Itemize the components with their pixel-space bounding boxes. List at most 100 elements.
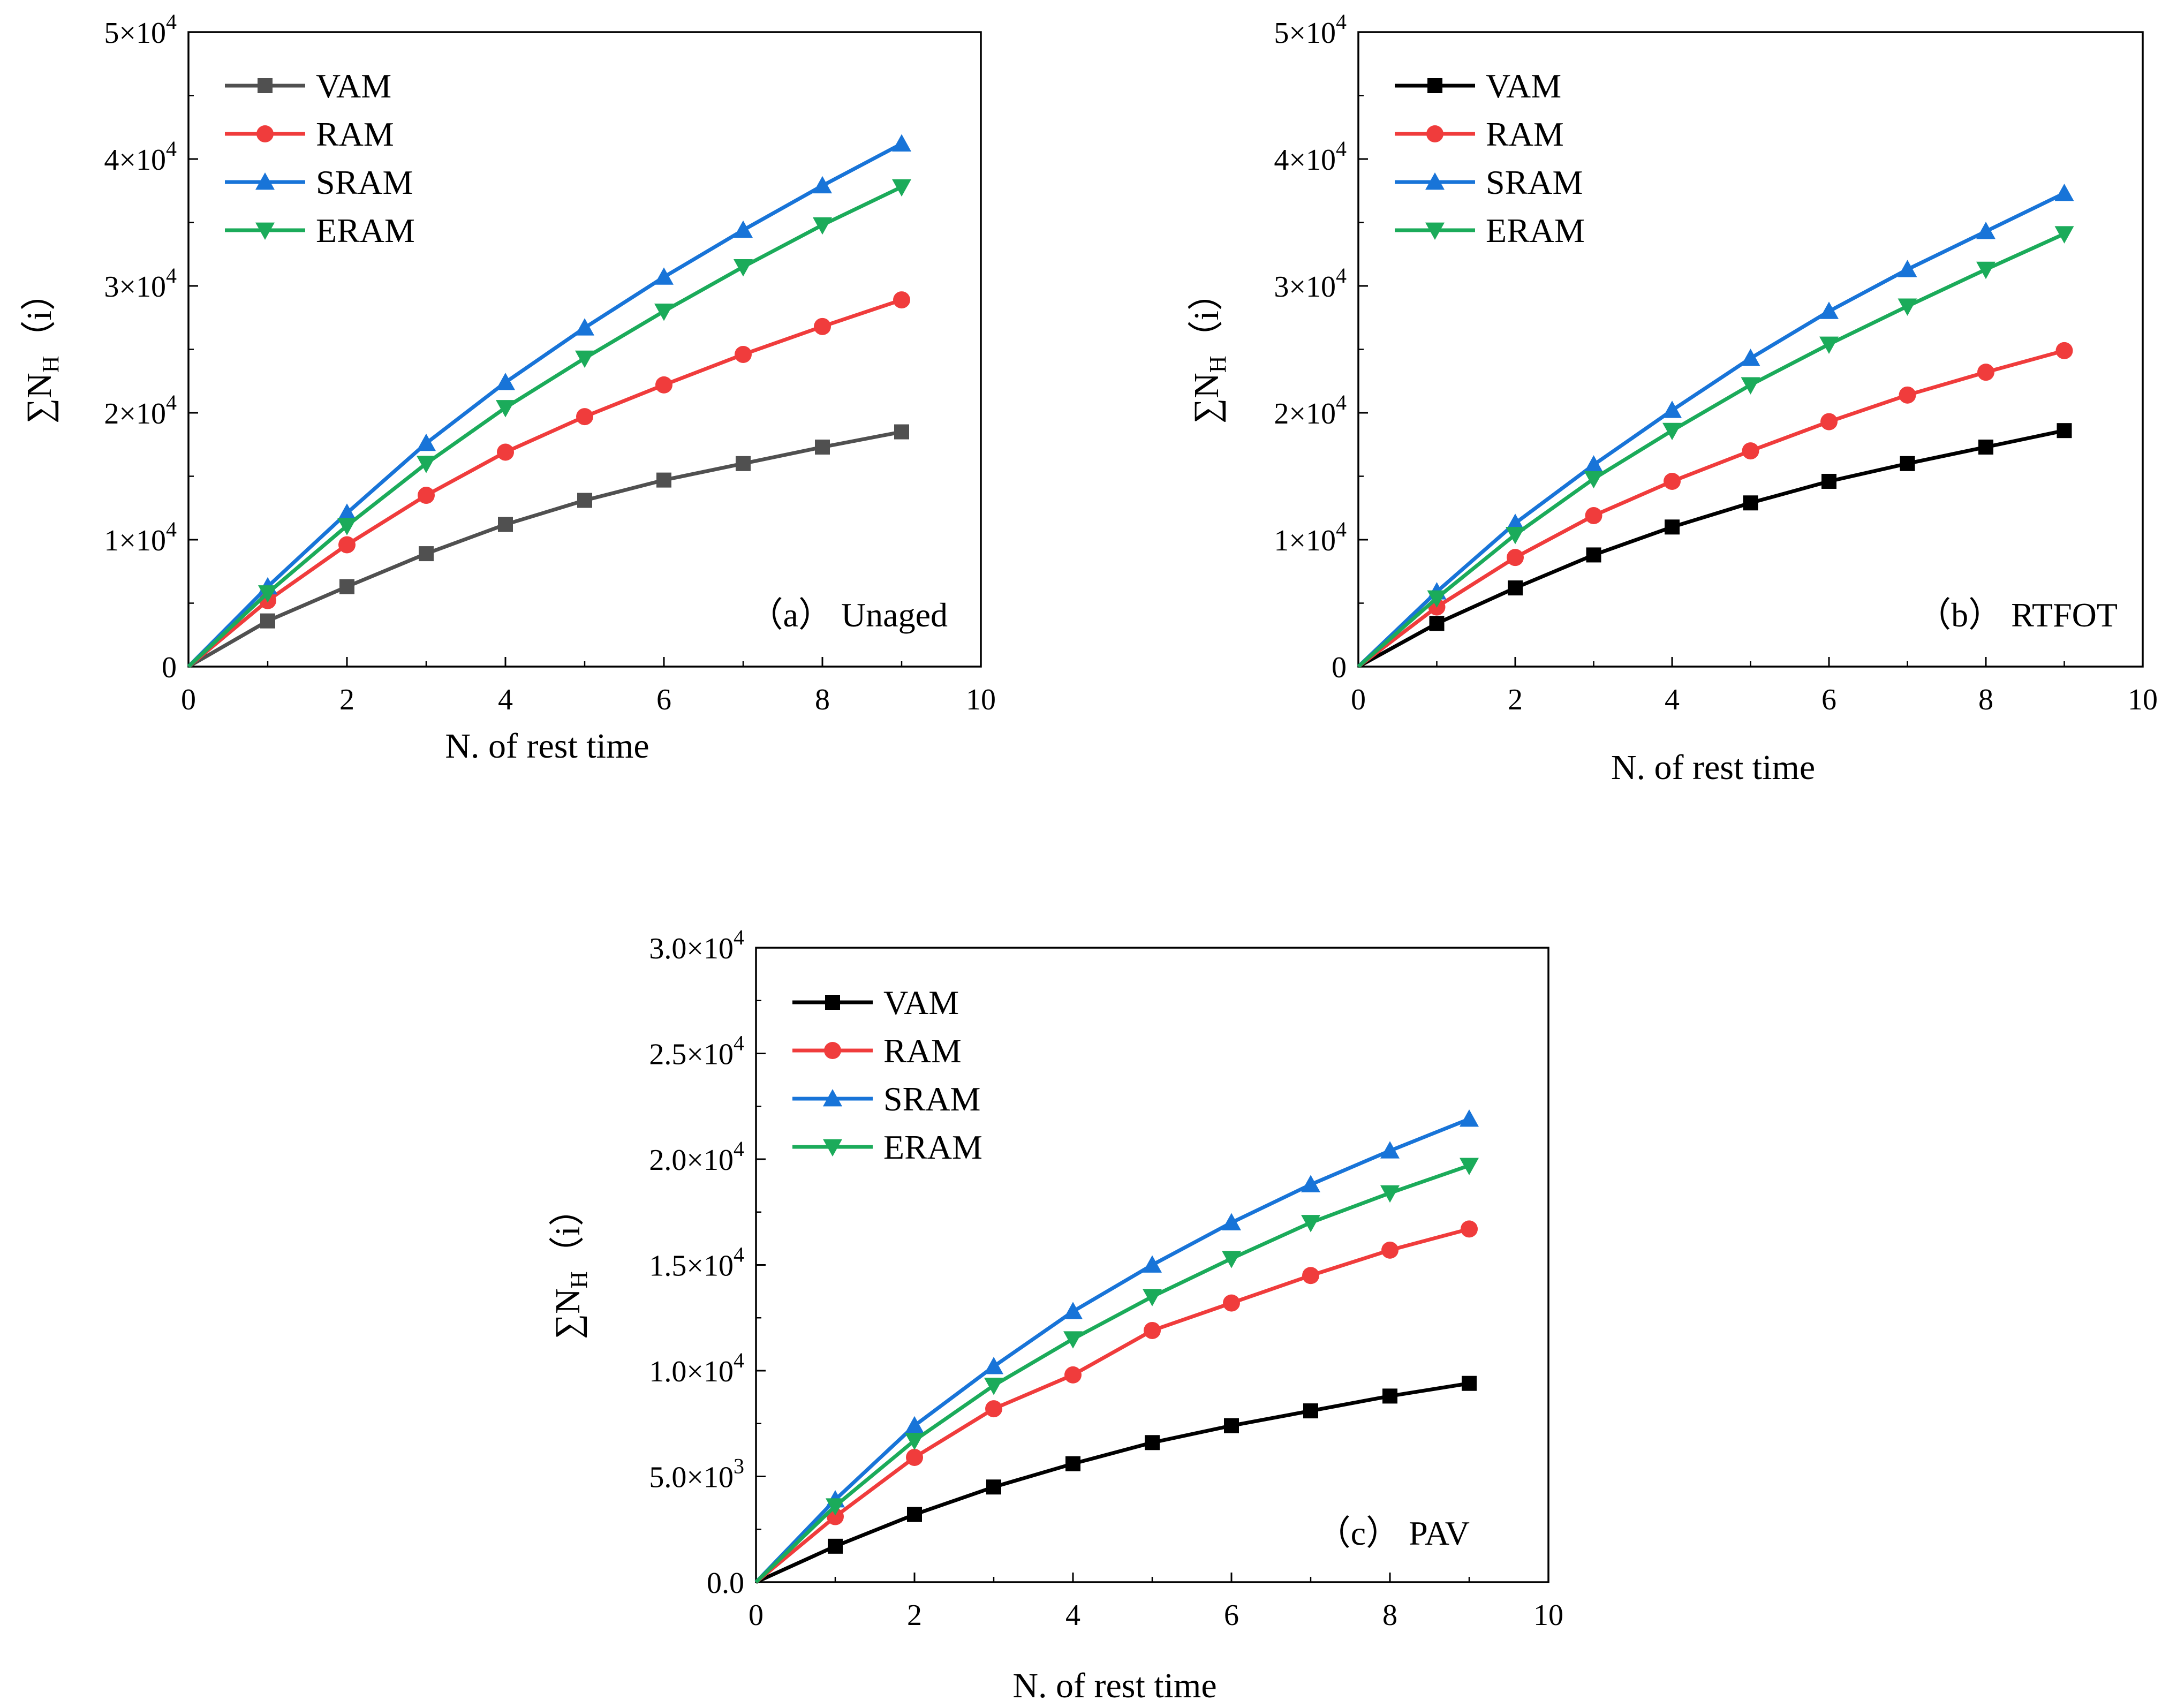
y-tick-label: 5×104 [104, 10, 177, 50]
y-tick-label: 5×104 [1274, 10, 1347, 50]
series-line-sram [1357, 191, 2066, 668]
y-tick-exp: 4 [1336, 137, 1347, 161]
data-point-ram [1585, 507, 1602, 524]
data-point-sram [813, 176, 832, 194]
data-point-sram [1584, 455, 1604, 473]
data-point-sram [1741, 349, 1760, 366]
data-point-eram [905, 1432, 924, 1450]
legend: VAM RAM SRAM ERAM [792, 984, 982, 1166]
data-point-eram [734, 259, 753, 277]
x-tick-label: 0 [181, 683, 196, 716]
data-point-sram [1222, 1213, 1241, 1230]
data-point-sram [905, 1416, 924, 1434]
y-tick-exp: 4 [1336, 263, 1347, 288]
x-tick-label: 0 [1351, 683, 1366, 716]
data-point-vam [1821, 473, 1836, 489]
y-tick-label: 1×104 [1274, 517, 1347, 557]
y-axis-label-prefix: ∑N [20, 373, 59, 424]
y-tick-label: 0 [1332, 651, 1347, 684]
series-vam [755, 1376, 1477, 1584]
data-point-eram [1222, 1251, 1241, 1268]
data-point-ram [893, 291, 910, 309]
legend-marker-vam [258, 78, 273, 93]
data-point-eram [1662, 422, 1682, 441]
y-tick-base: 2×10 [104, 397, 166, 430]
data-point-sram [1143, 1255, 1162, 1273]
legend-label: VAM [316, 67, 391, 105]
legend-label: SRAM [316, 163, 413, 201]
data-point-vam [1382, 1388, 1397, 1404]
data-point-vam [1429, 616, 1445, 631]
series-sram [187, 134, 911, 668]
y-tick-exp: 3 [734, 1454, 744, 1478]
series-vam [1357, 423, 2072, 669]
y-tick-label: 3.0×104 [649, 925, 744, 965]
data-point-ram [1144, 1321, 1161, 1339]
data-point-eram [1427, 590, 1447, 608]
series-ram [187, 291, 910, 668]
data-point-eram [337, 518, 357, 535]
data-point-vam [419, 546, 434, 562]
y-tick-base: 2×10 [1274, 397, 1336, 430]
panel-label: （b） RTFOT [1917, 596, 2118, 634]
y-axis-label-sub: H [566, 1271, 592, 1288]
x-tick-label: 10 [1533, 1599, 1563, 1632]
data-point-sram [1976, 222, 1995, 239]
x-tick-label: 6 [1224, 1599, 1239, 1632]
data-point-eram [984, 1378, 1003, 1395]
series-vam [187, 424, 909, 669]
legend-marker-ram [824, 1042, 841, 1059]
x-axis-label: N. of rest time [445, 727, 649, 766]
data-point-ram [906, 1448, 923, 1466]
legend-marker-ram [256, 125, 274, 142]
legend: VAM RAM SRAM ERAM [225, 67, 415, 250]
data-point-ram [497, 443, 514, 461]
data-point-vam [736, 456, 751, 471]
y-tick-label: 2×104 [104, 390, 177, 430]
series-line-eram [187, 185, 903, 668]
data-point-eram [1741, 377, 1760, 395]
data-point-vam [1303, 1403, 1318, 1419]
data-point-sram [1063, 1302, 1083, 1319]
series-eram [754, 1158, 1479, 1584]
data-point-vam [1743, 495, 1758, 511]
x-tick-label: 0 [749, 1599, 764, 1632]
series-line-vam [1357, 428, 2065, 669]
series-line-ram [754, 1227, 1470, 1584]
x-tick-label: 4 [1065, 1599, 1080, 1632]
data-point-eram [813, 217, 832, 235]
y-tick-base: 0 [162, 651, 177, 684]
data-point-ram [1899, 386, 1916, 404]
series-ram [754, 1220, 1478, 1584]
y-tick-base: 3.0×10 [649, 932, 734, 965]
data-point-eram [1143, 1289, 1162, 1306]
data-point-eram [1506, 527, 1525, 545]
series-line-vam [755, 1381, 1470, 1584]
legend-marker-eram [1425, 222, 1445, 240]
legend-label: ERAM [1486, 211, 1585, 250]
data-point-eram [654, 304, 674, 321]
y-tick-exp: 4 [1336, 390, 1347, 414]
legend: VAM RAM SRAM ERAM [1395, 67, 1585, 250]
data-point-sram [1898, 260, 1917, 277]
data-point-ram [1664, 472, 1681, 490]
x-tick-label: 2 [907, 1599, 922, 1632]
data-point-eram [1063, 1331, 1083, 1349]
data-point-vam [1462, 1376, 1477, 1391]
y-tick-base: 0 [1332, 651, 1347, 684]
series-line-sram [754, 1117, 1470, 1584]
data-point-sram [1819, 301, 1839, 319]
data-point-eram [496, 400, 515, 418]
data-point-ram [1507, 549, 1524, 566]
legend-label: VAM [883, 984, 959, 1022]
series-line-eram [754, 1163, 1470, 1584]
y-axis-label: ∑NH（i） [20, 275, 64, 424]
series-sram [1357, 183, 2074, 668]
data-point-ram [985, 1400, 1002, 1418]
y-tick-exp: 4 [1336, 517, 1347, 541]
data-point-eram [417, 456, 436, 473]
data-point-ram [1742, 442, 1759, 460]
y-tick-base: 3×10 [104, 270, 166, 304]
